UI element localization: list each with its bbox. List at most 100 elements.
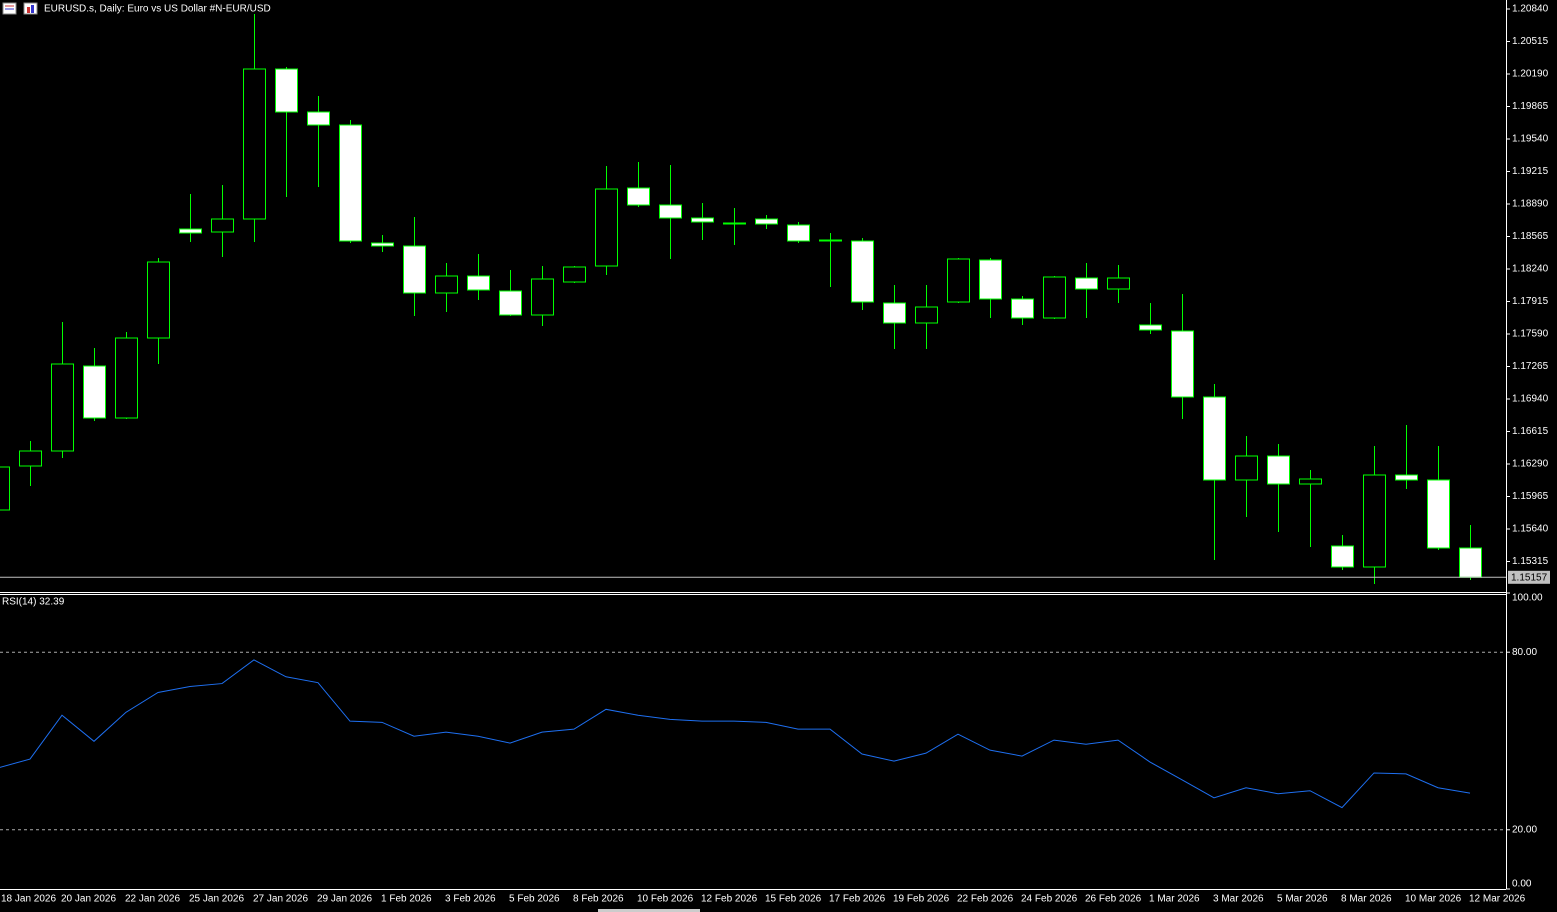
candle-body	[531, 278, 554, 316]
candle-body	[1235, 455, 1258, 481]
toolbar-icons	[2, 2, 38, 15]
candle-body	[755, 218, 778, 225]
candle-body	[243, 68, 266, 220]
candle-body	[883, 302, 906, 324]
candle-body	[979, 259, 1002, 300]
candle-body	[0, 466, 10, 511]
candle-body	[819, 239, 842, 242]
y-tick-label: 1.19865	[1512, 101, 1549, 112]
candle-body	[723, 222, 746, 225]
y-tick-label: 1.16940	[1512, 394, 1549, 405]
candle-body	[1459, 547, 1482, 578]
x-tick-label: 8 Feb 2026	[573, 894, 624, 905]
x-tick-label: 27 Jan 2026	[253, 894, 308, 905]
x-tick-label: 1 Mar 2026	[1149, 894, 1200, 905]
y-tick-label: 1.17590	[1512, 329, 1549, 340]
x-tick-label: 8 Mar 2026	[1341, 894, 1392, 905]
chart-title: EURUSD.s, Daily: Euro vs US Dollar #N-EU…	[44, 4, 271, 15]
y-tick-label: 80.00	[1512, 647, 1537, 658]
x-tick-label: 26 Feb 2026	[1085, 894, 1142, 905]
y-tick-label: 1.19540	[1512, 134, 1549, 145]
current-price-label: 1.15157	[1511, 572, 1548, 583]
candle-body	[1075, 277, 1098, 290]
y-tick-label: 1.19215	[1512, 166, 1549, 177]
candle-body	[179, 228, 202, 234]
candle-body	[1171, 330, 1194, 398]
y-tick-label: 1.15315	[1512, 556, 1549, 567]
candle-body	[1395, 474, 1418, 481]
candle-body	[339, 124, 362, 242]
x-tick-label: 17 Feb 2026	[829, 894, 886, 905]
x-tick-label: 19 Feb 2026	[893, 894, 950, 905]
candle-body	[1139, 324, 1162, 331]
candle-body	[435, 275, 458, 294]
candle-body	[659, 204, 682, 219]
y-tick-label: 1.15640	[1512, 524, 1549, 535]
candles	[0, 14, 1482, 584]
x-tick-label: 12 Feb 2026	[701, 894, 758, 905]
x-tick-label: 24 Feb 2026	[1021, 894, 1078, 905]
icon-bar	[27, 7, 30, 13]
rsi-line	[0, 659, 1471, 809]
x-tick-label: 10 Feb 2026	[637, 894, 694, 905]
candle-body	[499, 290, 522, 316]
candle-body	[1203, 396, 1226, 481]
candle-body	[1299, 478, 1322, 485]
candle-body	[947, 258, 970, 303]
y-tick-label: 1.20840	[1512, 4, 1549, 15]
x-tick-label: 29 Jan 2026	[317, 894, 372, 905]
x-tick-label: 25 Jan 2026	[189, 894, 244, 905]
x-tick-label: 12 Mar 2026	[1469, 894, 1526, 905]
candle-body	[1107, 277, 1130, 290]
y-tick-label: 1.20190	[1512, 69, 1549, 80]
candle-body	[307, 111, 330, 126]
icon	[23, 2, 38, 15]
x-tick-label: 15 Feb 2026	[765, 894, 822, 905]
candle-body	[371, 242, 394, 247]
x-tick-label: 18 Jan 2026	[1, 894, 56, 905]
candle-body	[403, 245, 426, 294]
x-tick-label: 22 Feb 2026	[957, 894, 1014, 905]
candle-body	[1043, 276, 1066, 319]
x-tick-label: 1 Feb 2026	[381, 894, 432, 905]
candle-body	[691, 217, 714, 223]
candle-body	[851, 240, 874, 303]
x-tick-label: 20 Jan 2026	[61, 894, 116, 905]
y-tick-label: 1.17915	[1512, 296, 1549, 307]
y-tick-label: 1.15965	[1512, 491, 1549, 502]
candle-body	[147, 261, 170, 339]
x-tick-label: 3 Mar 2026	[1213, 894, 1264, 905]
y-tick-label: 1.20515	[1512, 36, 1549, 47]
candle-body	[211, 218, 234, 233]
candle-body	[115, 337, 138, 419]
y-tick-label: 20.00	[1512, 824, 1537, 835]
y-tick-label: 1.18565	[1512, 231, 1549, 242]
candle-body	[787, 224, 810, 242]
x-tick-label: 10 Mar 2026	[1405, 894, 1462, 905]
x-tick-label: 5 Mar 2026	[1277, 894, 1328, 905]
candle-body	[1267, 455, 1290, 485]
candle-body	[83, 365, 106, 419]
y-tick-label: 0.00	[1512, 879, 1532, 890]
x-tick-label: 22 Jan 2026	[125, 894, 180, 905]
y-tick-label: 1.17265	[1512, 361, 1549, 372]
y-tick-label: 1.18240	[1512, 264, 1549, 275]
candle-body	[1363, 474, 1386, 568]
candle-body	[275, 68, 298, 113]
candle-body	[595, 188, 618, 267]
y-tick-label: 1.16290	[1512, 459, 1549, 470]
current-price-box	[1508, 570, 1550, 584]
candle-body	[1011, 298, 1034, 319]
candle-body	[915, 306, 938, 324]
candle-body	[51, 363, 74, 452]
candle-body	[563, 266, 586, 283]
y-tick-label: 100.00	[1512, 593, 1543, 604]
scroll-indicator[interactable]	[598, 909, 700, 912]
candle-body	[467, 275, 490, 291]
candle-body	[627, 187, 650, 206]
candle-body	[19, 450, 42, 467]
y-tick-label: 1.18890	[1512, 199, 1549, 210]
candle-body	[1427, 479, 1450, 549]
